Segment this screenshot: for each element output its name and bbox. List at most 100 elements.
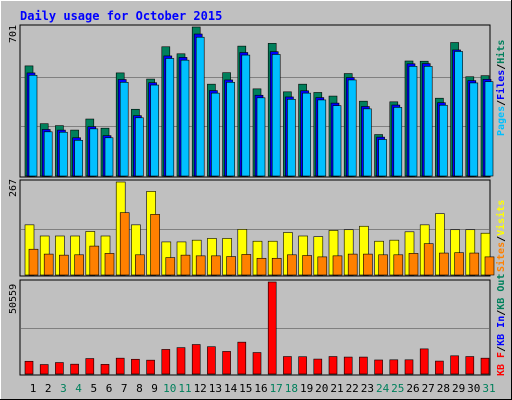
bar-pages-day-10 — [165, 58, 175, 177]
x-label-day-20: 20 — [315, 382, 328, 395]
bar-kbf-day-4 — [70, 363, 79, 375]
bar-kbf-day-30 — [465, 356, 475, 375]
legend-hits: Hits — [495, 40, 507, 64]
x-label-day-23: 23 — [361, 382, 374, 395]
bar-sites-day-5 — [89, 245, 100, 276]
x-axis-labels: 1 2 3 4 5 6 7 8 9 10 11 12 13 14 15 16 17 18 19 20 21 22 23 24 2… — [30, 382, 496, 395]
x-label-day-9: 9 — [151, 382, 158, 395]
bar-pages-day-27 — [423, 66, 433, 177]
bar-pages-day-16 — [256, 97, 266, 177]
bar-sites-day-3 — [59, 254, 69, 276]
x-label-day-16: 16 — [254, 382, 267, 395]
legend-visits: Visits — [495, 200, 507, 236]
bar-sites-day-11 — [180, 254, 191, 276]
bar-pages-day-6 — [104, 137, 114, 177]
bar-sites-day-26 — [408, 253, 419, 276]
x-label-day-12: 12 — [194, 382, 207, 395]
bar-sites-day-12 — [195, 255, 206, 276]
bar-pages-day-31 — [484, 81, 494, 177]
bar-kbf-day-31 — [480, 357, 490, 375]
bar-kbf-day-3 — [55, 362, 64, 375]
bar-pages-day-30 — [469, 82, 479, 177]
bar-kbf-day-24 — [374, 359, 383, 375]
bar-pages-day-26 — [408, 66, 418, 177]
legend-kbytes-panel: KB F/KB In/KB Out — [496, 274, 507, 376]
legend-visits-panel: Sites/Visits — [495, 200, 507, 272]
x-label-day-27: 27 — [422, 382, 435, 395]
x-label-day-13: 13 — [209, 382, 222, 395]
x-label-day-3: 3 — [60, 382, 67, 395]
ymax-label-visits: 267 — [8, 179, 19, 197]
legend-sep-5: / — [496, 310, 507, 316]
bar-kbf-day-19 — [298, 356, 307, 375]
panel-box-visits — [19, 179, 491, 277]
bar-kbf-day-28 — [435, 360, 444, 375]
bar-kbf-day-2 — [39, 364, 49, 375]
bar-kbf-day-1 — [24, 360, 34, 375]
bar-sites-day-9 — [150, 214, 160, 276]
bar-pages-day-14 — [226, 81, 235, 177]
bar-kbf-day-13 — [207, 346, 216, 375]
panel-box-kbytes — [19, 279, 491, 376]
bar-kbf-day-10 — [161, 349, 171, 375]
bar-pages-day-17 — [271, 54, 281, 177]
bars-layer — [24, 26, 495, 375]
bar-kbf-day-18 — [283, 356, 292, 375]
bar-pages-day-19 — [302, 92, 311, 177]
x-label-day-30: 30 — [467, 382, 480, 395]
x-label-day-24: 24 — [376, 382, 390, 395]
bar-pages-day-23 — [363, 108, 372, 177]
legend-sep-2: / — [496, 64, 507, 70]
bar-kbf-day-8 — [131, 358, 140, 375]
x-label-day-18: 18 — [285, 382, 298, 395]
bar-kbf-day-21 — [328, 356, 338, 375]
bar-kbf-day-23 — [359, 356, 368, 375]
legend-kbout: KB Out — [496, 274, 507, 310]
x-label-day-11: 11 — [178, 382, 191, 395]
bar-kbf-day-11 — [176, 347, 186, 375]
bar-kbf-day-25 — [389, 359, 399, 375]
bar-pages-day-7 — [119, 81, 129, 177]
x-label-day-21: 21 — [330, 382, 343, 395]
bar-sites-day-22 — [347, 253, 358, 276]
bar-kbf-day-27 — [419, 348, 429, 375]
x-label-day-26: 26 — [406, 382, 419, 395]
bar-sites-day-28 — [439, 252, 449, 276]
ymax-label-kbytes: 50559 — [8, 284, 19, 314]
bar-sites-day-19 — [302, 255, 312, 276]
bar-pages-day-28 — [439, 104, 448, 177]
bar-sites-day-16 — [256, 257, 267, 276]
bar-sites-day-14 — [226, 256, 236, 276]
bar-pages-day-18 — [287, 98, 296, 177]
bar-sites-day-2 — [43, 253, 54, 276]
bar-pages-day-21 — [332, 105, 342, 177]
x-label-day-17: 17 — [270, 382, 283, 395]
x-label-day-29: 29 — [452, 382, 465, 395]
bar-kbf-day-17 — [267, 281, 277, 375]
bar-pages-day-24 — [378, 139, 387, 177]
x-label-day-22: 22 — [346, 382, 359, 395]
bar-kbf-day-29 — [450, 355, 459, 375]
bar-sites-day-31 — [484, 256, 495, 276]
x-label-day-15: 15 — [239, 382, 252, 395]
x-label-day-5: 5 — [90, 382, 97, 395]
bar-sites-day-4 — [74, 254, 84, 276]
bar-pages-day-1 — [28, 74, 38, 177]
legend-files: Files — [495, 70, 507, 100]
bar-kbf-day-9 — [146, 359, 155, 375]
x-label-day-19: 19 — [300, 382, 313, 395]
x-label-day-2: 2 — [45, 382, 52, 395]
bar-sites-day-6 — [104, 253, 115, 276]
bar-pages-day-11 — [180, 59, 190, 177]
bar-pages-day-12 — [195, 36, 205, 177]
bar-pages-day-3 — [59, 131, 68, 177]
bar-pages-day-20 — [317, 99, 327, 177]
bar-pages-day-8 — [135, 117, 144, 177]
bar-pages-day-29 — [454, 51, 463, 177]
bar-kbf-day-16 — [252, 352, 262, 375]
bar-pages-day-2 — [43, 131, 53, 177]
bar-sites-day-29 — [454, 252, 464, 276]
bar-sites-day-18 — [287, 254, 297, 276]
